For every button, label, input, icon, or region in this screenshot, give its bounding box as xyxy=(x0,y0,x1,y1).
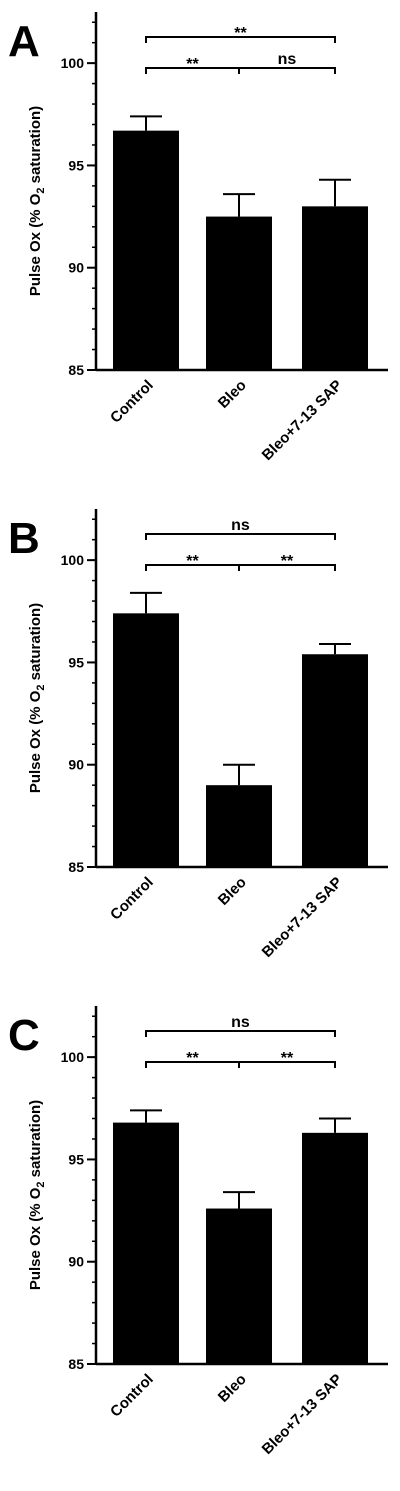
significance-bracket xyxy=(238,1061,336,1068)
x-category-label: Bleo+7-13 SAP xyxy=(259,377,346,464)
significance-bracket xyxy=(145,1030,336,1037)
panel-c: C 85 90 95 100 Pulse Ox (% O2 saturation) Con… xyxy=(0,994,400,1491)
bar xyxy=(302,206,368,370)
chart-panel-b: B 85 90 95 100 Pulse Ox (% O2 saturation) Con… xyxy=(8,509,388,961)
significance-bracket xyxy=(145,533,336,540)
y-tick-label: 100 xyxy=(61,55,85,71)
y-tick-label: 85 xyxy=(68,859,84,875)
significance-label: ** xyxy=(186,56,199,73)
y-tick-label: 85 xyxy=(68,362,84,378)
x-category-label: Bleo xyxy=(215,1371,250,1406)
panel-letter: B xyxy=(8,514,40,563)
y-axis-label: Pulse Ox (% O2 saturation) xyxy=(27,1100,47,1290)
significance-label: ** xyxy=(281,553,294,570)
bar xyxy=(113,613,179,867)
significance-bracket xyxy=(145,36,336,43)
x-category-label: Control xyxy=(107,874,157,924)
bar xyxy=(206,216,272,370)
x-category-label: Bleo+7-13 SAP xyxy=(259,1371,346,1458)
y-tick-label: 100 xyxy=(61,552,85,568)
significance-label: ns xyxy=(231,517,250,534)
y-tick-label: 95 xyxy=(68,654,84,670)
y-tick-label: 100 xyxy=(61,1049,85,1065)
significance-label: ns xyxy=(231,1014,250,1031)
bar xyxy=(302,654,368,867)
x-category-label: Bleo xyxy=(215,874,250,909)
significance-label: ** xyxy=(186,1050,199,1067)
y-tick-label: 90 xyxy=(68,757,84,773)
significance-label: ** xyxy=(186,553,199,570)
y-tick-label: 90 xyxy=(68,260,84,276)
bar xyxy=(302,1132,368,1364)
significance-label: ** xyxy=(234,25,247,42)
y-tick-label: 95 xyxy=(68,1151,84,1167)
significance-bracket xyxy=(238,564,336,571)
x-category-label: Control xyxy=(107,1371,157,1421)
x-category-label: Bleo xyxy=(215,377,250,412)
y-tick-label: 90 xyxy=(68,1254,84,1270)
bar xyxy=(206,1208,272,1364)
significance-bracket xyxy=(238,67,336,74)
chart-panel-c: C 85 90 95 100 Pulse Ox (% O2 saturation) Con… xyxy=(8,1006,388,1458)
panel-letter: A xyxy=(8,17,40,66)
bar xyxy=(113,1122,179,1364)
y-axis-label: Pulse Ox (% O2 saturation) xyxy=(27,106,47,296)
y-tick-label: 95 xyxy=(68,157,84,173)
chart-panel-a: A 85 90 95 100 Pulse Ox (% O2 saturation) Con… xyxy=(8,12,388,464)
significance-label: ns xyxy=(278,51,297,68)
bar xyxy=(206,785,272,867)
bar xyxy=(113,130,179,370)
panel-letter: C xyxy=(8,1011,40,1060)
y-tick-label: 85 xyxy=(68,1356,84,1372)
panel-a: A 85 90 95 100 Pulse Ox (% O2 saturation) Con… xyxy=(0,0,400,497)
significance-label: ** xyxy=(281,1050,294,1067)
panel-b: B 85 90 95 100 Pulse Ox (% O2 saturation) Con… xyxy=(0,497,400,994)
y-axis-label: Pulse Ox (% O2 saturation) xyxy=(27,603,47,793)
x-category-label: Bleo+7-13 SAP xyxy=(259,874,346,961)
x-category-label: Control xyxy=(107,377,157,427)
